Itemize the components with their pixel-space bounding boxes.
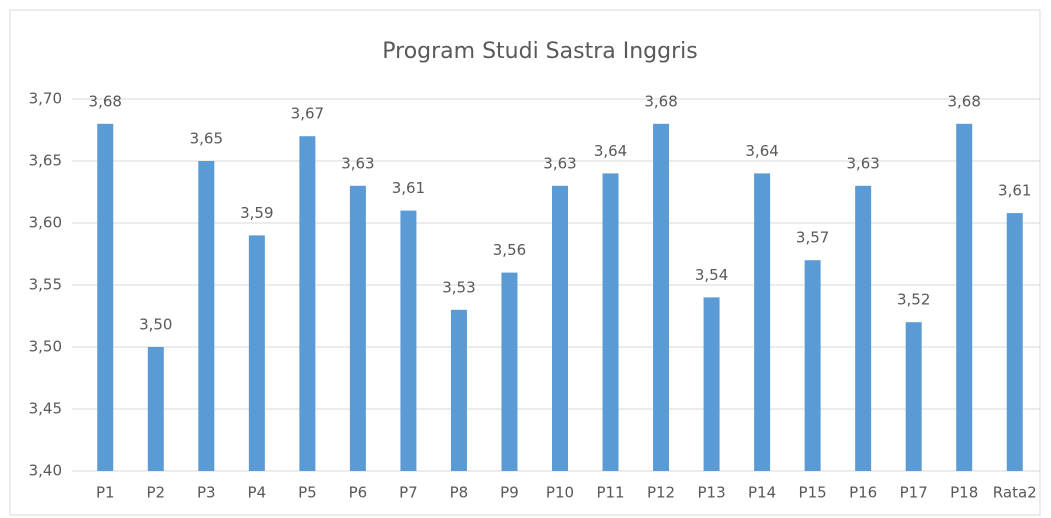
- bar: [602, 173, 619, 471]
- x-tick-label: P9: [500, 484, 519, 502]
- data-label: 3,50: [139, 316, 172, 334]
- data-label: 3,68: [644, 92, 677, 110]
- data-label: 3,61: [392, 179, 425, 197]
- data-label: 3,63: [846, 154, 879, 172]
- bar: [804, 260, 821, 471]
- x-tick-label: P18: [950, 484, 978, 502]
- bar: [552, 185, 568, 472]
- data-label: 3,57: [796, 229, 829, 247]
- bar: [450, 309, 467, 471]
- x-tick-label: P12: [647, 484, 675, 502]
- bar: [703, 297, 720, 471]
- x-tick-label: P16: [849, 484, 877, 502]
- bar: [198, 161, 215, 471]
- x-tick-label: P8: [450, 484, 469, 502]
- x-tick-label: P10: [546, 484, 574, 502]
- chart-border: [9, 9, 1041, 516]
- bar: [855, 185, 872, 472]
- chart-title: Program Studi Sastra Inggris: [382, 39, 697, 64]
- x-tick-label: P4: [248, 484, 267, 502]
- bar: [97, 123, 114, 472]
- y-tick-label: 3,70: [29, 90, 62, 108]
- bar: [653, 123, 670, 472]
- x-tick-label: P6: [349, 484, 368, 502]
- data-label: 3,63: [341, 154, 374, 172]
- y-tick-label: 3,60: [29, 214, 62, 232]
- data-label: 3,59: [240, 204, 273, 222]
- bar: [400, 210, 417, 471]
- data-label: 3,53: [442, 278, 475, 296]
- x-tick-label: P3: [197, 484, 216, 502]
- x-tick-label: P17: [900, 484, 928, 502]
- bar: [754, 173, 771, 471]
- x-tick-label: Rata2: [993, 484, 1037, 502]
- data-label: 3,64: [745, 142, 778, 160]
- data-label: 3,64: [594, 142, 627, 160]
- y-tick-label: 3,45: [29, 400, 62, 418]
- bar: [1006, 213, 1023, 471]
- x-tick-label: P11: [596, 484, 624, 502]
- y-tick-label: 3,55: [29, 276, 62, 294]
- data-label: 3,68: [948, 92, 981, 110]
- x-tick-label: P15: [799, 484, 827, 502]
- bar: [501, 272, 518, 471]
- x-tick-label: P7: [399, 484, 418, 502]
- x-tick-label: P5: [298, 484, 317, 502]
- bar: [299, 136, 316, 471]
- bar: [905, 322, 922, 471]
- x-tick-label: P1: [96, 484, 115, 502]
- y-tick-label: 3,40: [29, 462, 62, 480]
- bar: [956, 123, 973, 472]
- data-label: 3,54: [695, 266, 728, 284]
- data-label: 3,52: [897, 291, 930, 309]
- bar: [147, 347, 164, 471]
- x-tick-label: P13: [698, 484, 726, 502]
- bar: [349, 185, 366, 472]
- data-label: 3,67: [291, 105, 324, 123]
- x-tick-label: P2: [146, 484, 165, 502]
- bar: [248, 235, 265, 471]
- data-label: 3,61: [998, 182, 1031, 200]
- y-tick-label: 3,65: [29, 152, 62, 170]
- data-label: 3,65: [190, 130, 223, 148]
- data-label: 3,68: [89, 92, 122, 110]
- y-tick-label: 3,50: [29, 338, 62, 356]
- data-label: 3,56: [493, 241, 526, 259]
- data-label: 3,63: [543, 154, 576, 172]
- x-tick-label: P14: [748, 484, 776, 502]
